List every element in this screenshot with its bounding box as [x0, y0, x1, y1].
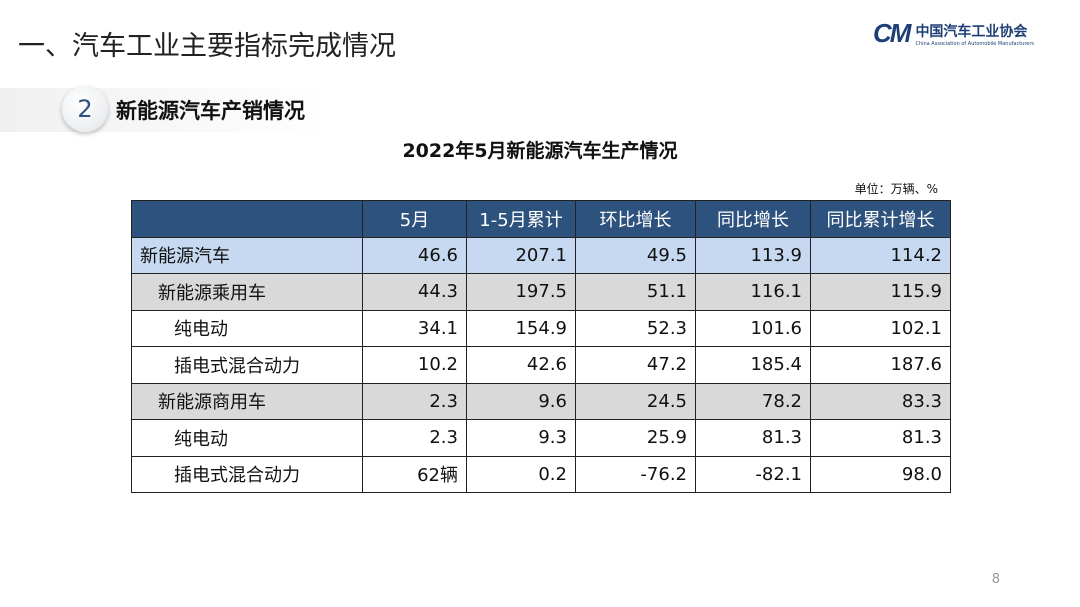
cell-value: 83.3 [810, 382, 951, 420]
cell-value: 185.4 [695, 346, 811, 384]
cell-value: 116.1 [695, 273, 811, 311]
logo: CM 中国汽车工业协会 China Association of Automob… [873, 18, 1034, 49]
table-row: 新能源乘用车 44.3 197.5 51.1 116.1 115.9 [131, 273, 951, 311]
table-row: 新能源汽车 46.6 207.1 49.5 113.9 114.2 [131, 236, 951, 274]
table-row: 新能源商用车 2.3 9.6 24.5 78.2 83.3 [131, 382, 951, 420]
row-label: 新能源汽车 [131, 236, 363, 274]
cell-value: 2.3 [362, 419, 467, 457]
cell-value: 207.1 [466, 236, 576, 274]
cell-value: 25.9 [575, 419, 696, 457]
table-header: 5月 1-5月累计 环比增长 同比增长 同比累计增长 [131, 200, 951, 238]
page-number: 8 [991, 572, 1000, 587]
cell-value: 42.6 [466, 346, 576, 384]
column-header: 环比增长 [575, 200, 696, 238]
cell-value: 52.3 [575, 309, 696, 347]
row-label: 纯电动 [131, 309, 363, 347]
cell-value: 78.2 [695, 382, 811, 420]
cell-value: 98.0 [810, 455, 951, 493]
cell-value: 2.3 [362, 382, 467, 420]
cell-value: 0.2 [466, 455, 576, 493]
column-header [131, 200, 363, 238]
table-row: 纯电动 2.3 9.3 25.9 81.3 81.3 [131, 419, 951, 457]
cell-value: 44.3 [362, 273, 467, 311]
cell-value: 9.3 [466, 419, 576, 457]
row-label: 插电式混合动力 [131, 455, 363, 493]
data-table: 5月 1-5月累计 环比增长 同比增长 同比累计增长 新能源汽车 46.6 207.1 49.… [131, 200, 951, 493]
cell-value: 81.3 [810, 419, 951, 457]
logo-en: China Association of Automobile Manufact… [915, 40, 1035, 47]
cell-value: 34.1 [362, 309, 467, 347]
cell-value: 187.6 [810, 346, 951, 384]
cell-value: -76.2 [575, 455, 696, 493]
table-row: 纯电动 34.1 154.9 52.3 101.6 102.1 [131, 309, 951, 347]
cell-value: 51.1 [575, 273, 696, 311]
cell-value: 115.9 [810, 273, 951, 311]
cell-value: 24.5 [575, 382, 696, 420]
cell-value: 49.5 [575, 236, 696, 274]
cell-value: 102.1 [810, 309, 951, 347]
row-label: 新能源乘用车 [131, 273, 363, 311]
unit-label: 单位：万辆、% [854, 182, 938, 196]
cell-value: 101.6 [695, 309, 811, 347]
row-label: 新能源商用车 [131, 382, 363, 420]
column-header: 1-5月累计 [466, 200, 576, 238]
logo-mark: CM [873, 18, 911, 48]
table-row: 插电式混合动力 10.2 42.6 47.2 185.4 187.6 [131, 346, 951, 384]
cell-value: 46.6 [362, 236, 467, 274]
cell-value: -82.1 [695, 455, 811, 493]
section-number: 2 [62, 86, 108, 132]
section-band [0, 88, 330, 132]
logo-cn: 中国汽车工业协会 [915, 23, 1028, 40]
cell-value: 154.9 [466, 309, 576, 347]
cell-value: 62辆 [362, 455, 467, 493]
column-header: 同比增长 [695, 200, 811, 238]
column-header: 5月 [362, 200, 467, 238]
cell-value: 47.2 [575, 346, 696, 384]
row-label: 纯电动 [131, 419, 363, 457]
cell-value: 113.9 [695, 236, 811, 274]
row-label: 插电式混合动力 [131, 346, 363, 384]
table-title: 2022年5月新能源汽车生产情况 [402, 140, 678, 162]
slide-title: 一、汽车工业主要指标完成情况 [18, 31, 396, 62]
column-header: 同比累计增长 [810, 200, 951, 238]
cell-value: 197.5 [466, 273, 576, 311]
cell-value: 10.2 [362, 346, 467, 384]
table-row: 插电式混合动力 62辆 0.2 -76.2 -82.1 98.0 [131, 455, 951, 493]
cell-value: 81.3 [695, 419, 811, 457]
cell-value: 9.6 [466, 382, 576, 420]
cell-value: 114.2 [810, 236, 951, 274]
section-title: 新能源汽车产销情况 [116, 99, 305, 123]
